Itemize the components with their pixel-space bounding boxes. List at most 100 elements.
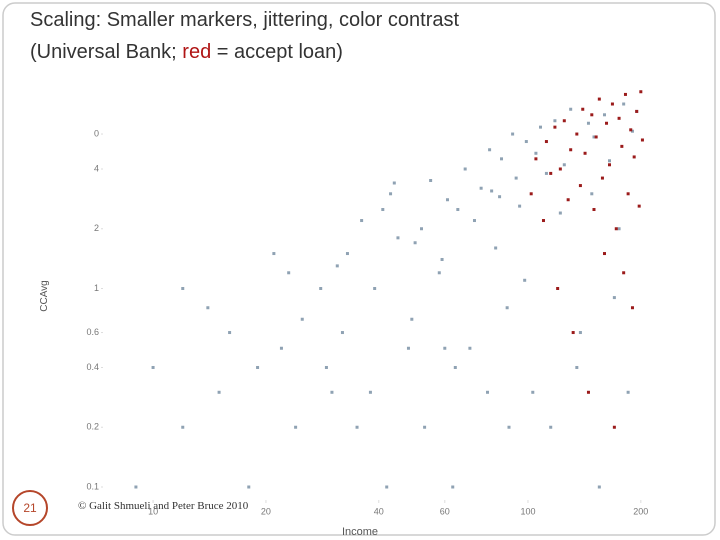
point bbox=[562, 163, 566, 167]
subtitle-part: = accept loan) bbox=[211, 41, 343, 63]
slide-title: Scaling: Smaller markers, jittering, col… bbox=[30, 9, 459, 31]
point bbox=[151, 365, 155, 369]
point bbox=[468, 346, 472, 350]
point bbox=[486, 390, 490, 394]
point bbox=[272, 252, 276, 256]
x-tick-label: 10 bbox=[148, 506, 158, 516]
point bbox=[639, 90, 643, 94]
point bbox=[385, 485, 389, 489]
y-tick-label: 1 bbox=[94, 283, 99, 293]
point bbox=[355, 425, 359, 429]
point bbox=[597, 97, 601, 101]
point bbox=[569, 107, 573, 111]
point bbox=[373, 286, 377, 290]
y-tick-label: 0.4 bbox=[86, 362, 99, 372]
point bbox=[381, 208, 385, 212]
point bbox=[534, 151, 538, 155]
point bbox=[524, 140, 528, 144]
point bbox=[396, 236, 400, 240]
point bbox=[575, 132, 579, 136]
y-tick-label: 0.1 bbox=[86, 481, 99, 491]
point bbox=[256, 365, 260, 369]
point bbox=[330, 390, 334, 394]
point bbox=[505, 306, 509, 310]
point bbox=[626, 192, 630, 196]
point bbox=[617, 116, 621, 120]
point bbox=[247, 485, 251, 489]
point bbox=[429, 179, 433, 183]
point bbox=[581, 107, 585, 111]
point bbox=[389, 192, 393, 196]
point bbox=[479, 186, 483, 190]
point bbox=[472, 219, 476, 223]
point bbox=[544, 171, 548, 175]
y-tick-label: 0.2 bbox=[86, 422, 99, 432]
point bbox=[612, 296, 616, 300]
point bbox=[617, 227, 621, 231]
point bbox=[531, 390, 535, 394]
point bbox=[632, 155, 636, 159]
point bbox=[279, 346, 283, 350]
point bbox=[578, 331, 582, 335]
point bbox=[287, 271, 291, 275]
point bbox=[592, 135, 596, 139]
point bbox=[590, 192, 594, 196]
point bbox=[500, 157, 504, 161]
point bbox=[406, 346, 410, 350]
point bbox=[575, 365, 579, 369]
point bbox=[181, 286, 185, 290]
point bbox=[134, 485, 138, 489]
y-axis-label: CCAvg bbox=[39, 280, 50, 312]
y-tick-label: 2 bbox=[94, 223, 99, 233]
point bbox=[553, 125, 557, 129]
x-tick-label: 200 bbox=[633, 506, 648, 516]
point bbox=[597, 485, 601, 489]
point bbox=[541, 219, 545, 223]
subtitle-part: (Universal Bank; bbox=[30, 41, 182, 63]
point bbox=[566, 198, 570, 202]
point bbox=[511, 132, 515, 136]
point bbox=[514, 176, 518, 180]
point bbox=[586, 390, 590, 394]
point bbox=[456, 208, 460, 212]
y-tick-label: 0.6 bbox=[86, 327, 99, 337]
point bbox=[608, 163, 612, 167]
point bbox=[451, 485, 455, 489]
point bbox=[300, 317, 304, 321]
point bbox=[571, 331, 575, 335]
x-tick-label: 100 bbox=[520, 506, 535, 516]
point bbox=[523, 278, 527, 282]
point bbox=[534, 157, 538, 161]
point bbox=[630, 306, 634, 310]
subtitle-red: red bbox=[182, 41, 211, 63]
point bbox=[590, 113, 594, 117]
point bbox=[538, 125, 542, 129]
point bbox=[507, 425, 511, 429]
point bbox=[612, 425, 616, 429]
point bbox=[368, 390, 372, 394]
point bbox=[562, 119, 566, 123]
point bbox=[453, 365, 457, 369]
point bbox=[623, 92, 627, 96]
point bbox=[488, 148, 492, 152]
point bbox=[410, 317, 414, 321]
page-number-circle bbox=[12, 490, 48, 526]
point bbox=[620, 144, 624, 148]
point bbox=[181, 425, 185, 429]
point bbox=[544, 140, 548, 144]
x-axis-label: Income bbox=[342, 526, 378, 538]
x-tick-label: 40 bbox=[374, 506, 384, 516]
point bbox=[440, 257, 444, 261]
point bbox=[558, 167, 562, 171]
y-tick-label: 0 bbox=[94, 128, 99, 138]
footer: © Galit Shmueli and Peter Bruce 2010 bbox=[78, 500, 249, 512]
point bbox=[360, 219, 364, 223]
point bbox=[640, 138, 644, 142]
point bbox=[206, 306, 210, 310]
point bbox=[324, 365, 328, 369]
point bbox=[592, 208, 596, 212]
point bbox=[335, 264, 339, 268]
point bbox=[419, 227, 423, 231]
point bbox=[586, 121, 590, 125]
